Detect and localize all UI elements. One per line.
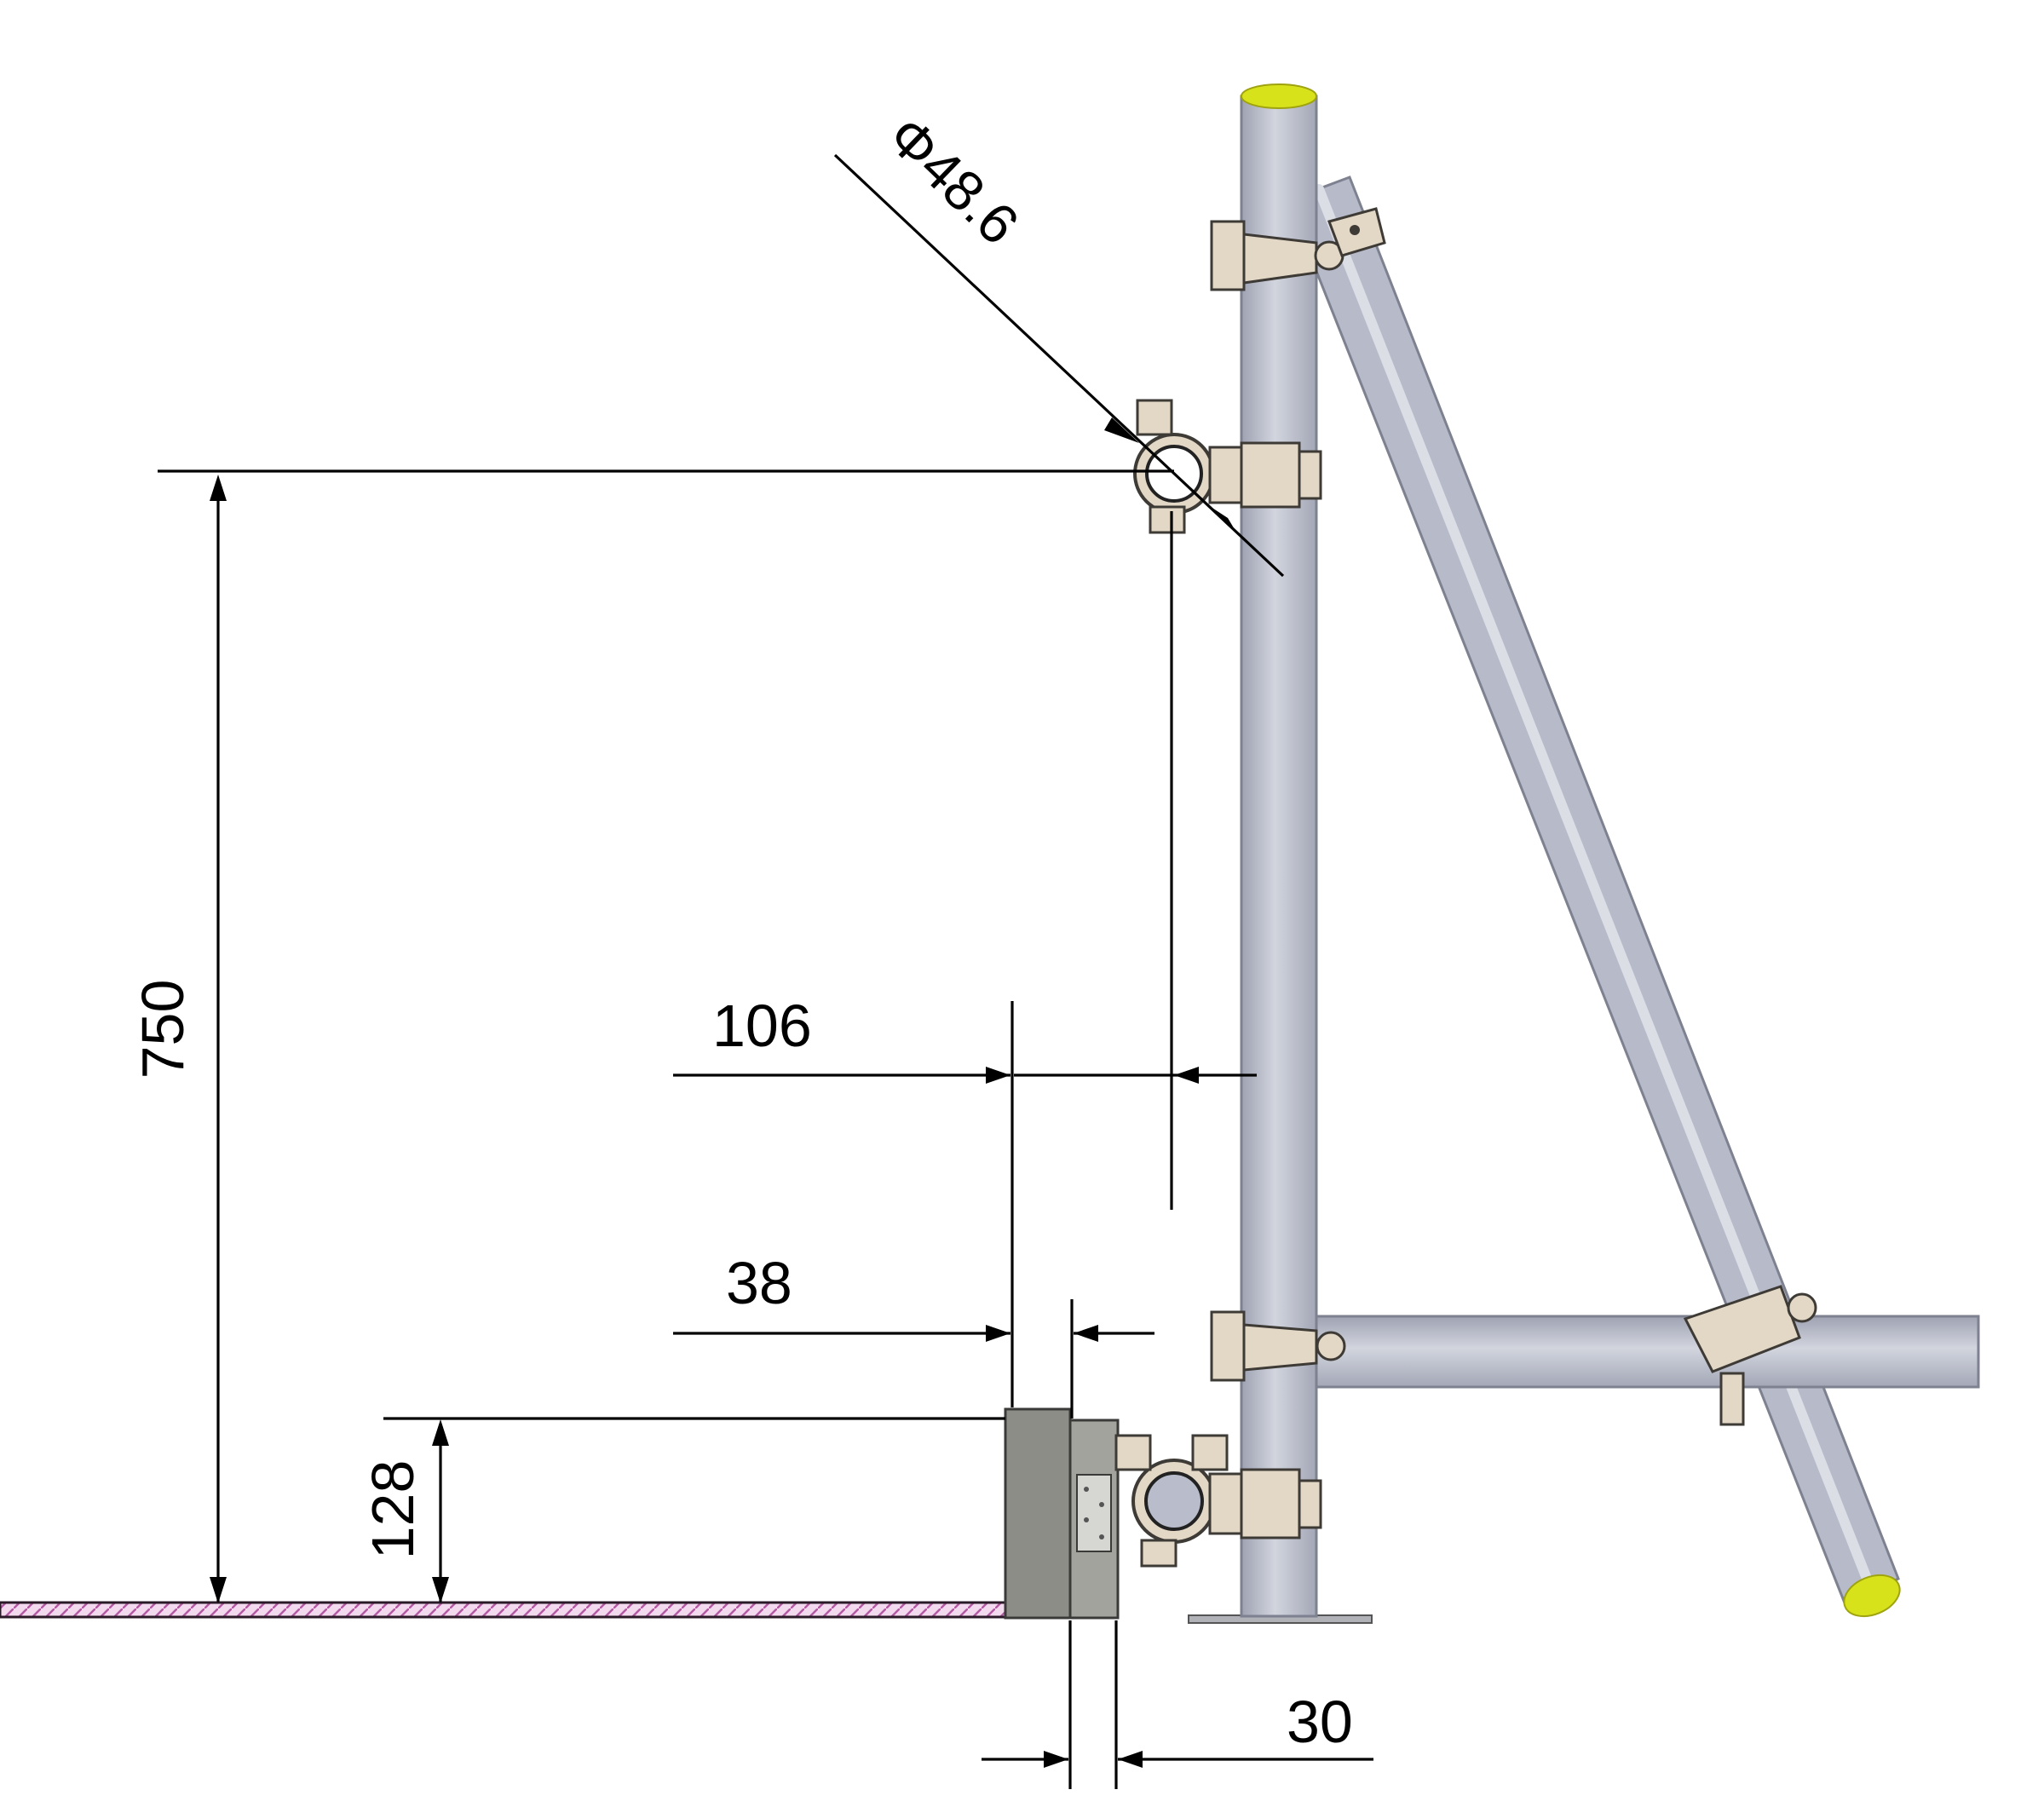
- dimension-offset-plate: 38: [673, 1250, 1154, 1419]
- horizontal-pipe: [1315, 1315, 1980, 1389]
- clamp-diagonal: [1683, 1285, 1817, 1426]
- clamp-lower: [1114, 1434, 1322, 1568]
- dimension-pipe-diameter: Φ48.6: [833, 104, 1285, 578]
- dimension-height: 750: [130, 469, 1174, 1603]
- height-label: 750: [130, 980, 196, 1079]
- clamp-top: [1210, 207, 1386, 291]
- diagonal-brace-pipe: [1287, 176, 1901, 1618]
- dimension-gap: 30: [982, 1620, 1373, 1789]
- pipe-diameter-label: Φ48.6: [876, 104, 1031, 256]
- floor-slab: [0, 1601, 1010, 1619]
- offset-pipe-label: 106: [712, 993, 812, 1059]
- vertical-post-pipe: [1240, 83, 1318, 1618]
- offset-plate-label: 38: [726, 1250, 792, 1316]
- dimension-block-height: 128: [360, 1417, 1005, 1603]
- dimension-offset-pipe: 106: [673, 511, 1257, 1407]
- base-block: [1004, 1407, 1072, 1620]
- block-height-label: 128: [360, 1460, 426, 1560]
- clamp-middle: [1210, 1310, 1346, 1382]
- base-plate: [1068, 1419, 1120, 1620]
- gap-label: 30: [1287, 1689, 1353, 1755]
